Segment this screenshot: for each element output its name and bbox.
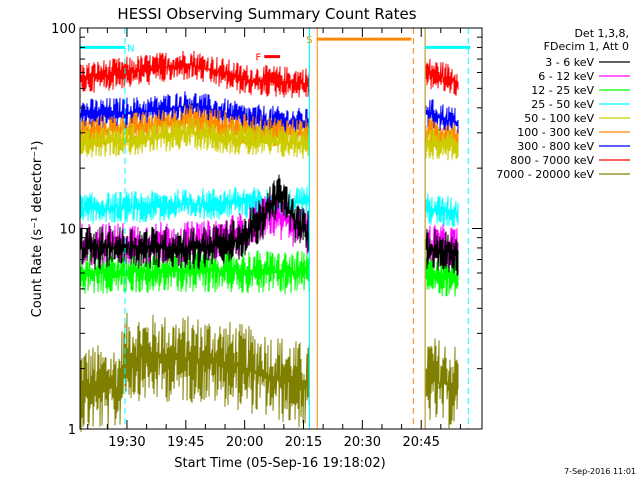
plot-area: N S F 1 10 100 19:30 19:45 20:00 20:15 20:30 20:45 <box>51 22 483 450</box>
legend-entry-label-8: 7000 - 20000 keV <box>496 168 594 181</box>
y-tick-label-1: 1 <box>68 423 76 438</box>
legend-entry-label-3: 25 - 50 keV <box>531 98 594 111</box>
legend-header-line-2: FDecim 1, Att 0 <box>544 40 629 53</box>
legend-entry-label-5: 100 - 300 keV <box>517 126 594 139</box>
series-7000-20000keV-trace <box>79 312 459 433</box>
legend-entry-label-6: 300 - 800 keV <box>517 140 594 153</box>
annotation-label-S: S <box>306 35 312 46</box>
x-tick-label-2045: 20:45 <box>402 435 439 450</box>
x-tick-label-2000: 20:00 <box>226 435 263 450</box>
footer-date: 7-Sep-2016 11:01 <box>564 467 636 476</box>
series-800-7000keV-trace <box>79 50 459 99</box>
x-tick-label-1930: 19:30 <box>108 435 145 450</box>
y-tick-label-10: 10 <box>59 223 76 238</box>
annotation-label-N: N <box>127 43 134 54</box>
legend-entry-label-2: 12 - 25 keV <box>531 84 594 97</box>
series-50-100keV-trace <box>79 117 459 161</box>
legend-entry-label-4: 50 - 100 keV <box>524 112 594 125</box>
chart-title: HESSI Observing Summary Count Rates <box>117 5 416 23</box>
x-tick-label-1945: 19:45 <box>167 435 204 450</box>
series-3-6keV-trace <box>79 174 459 276</box>
legend-entry-label-0: 3 - 6 keV <box>545 56 594 69</box>
x-tick-label-2015: 20:15 <box>285 435 322 450</box>
legend-entry-label-1: 6 - 12 keV <box>538 70 594 83</box>
x-tick-label-2030: 20:30 <box>344 435 381 450</box>
y-tick-label-100: 100 <box>51 22 76 37</box>
annotation-label-F: F <box>256 53 262 64</box>
legend-entry-label-7: 800 - 7000 keV <box>510 154 594 167</box>
x-axis-label: Start Time (05-Sep-16 19:18:02) <box>174 456 385 471</box>
y-axis-label: Count Rate (s⁻¹ detector⁻¹) <box>30 141 45 318</box>
legend-header-line-1: Det 1,3,8, <box>574 27 629 40</box>
